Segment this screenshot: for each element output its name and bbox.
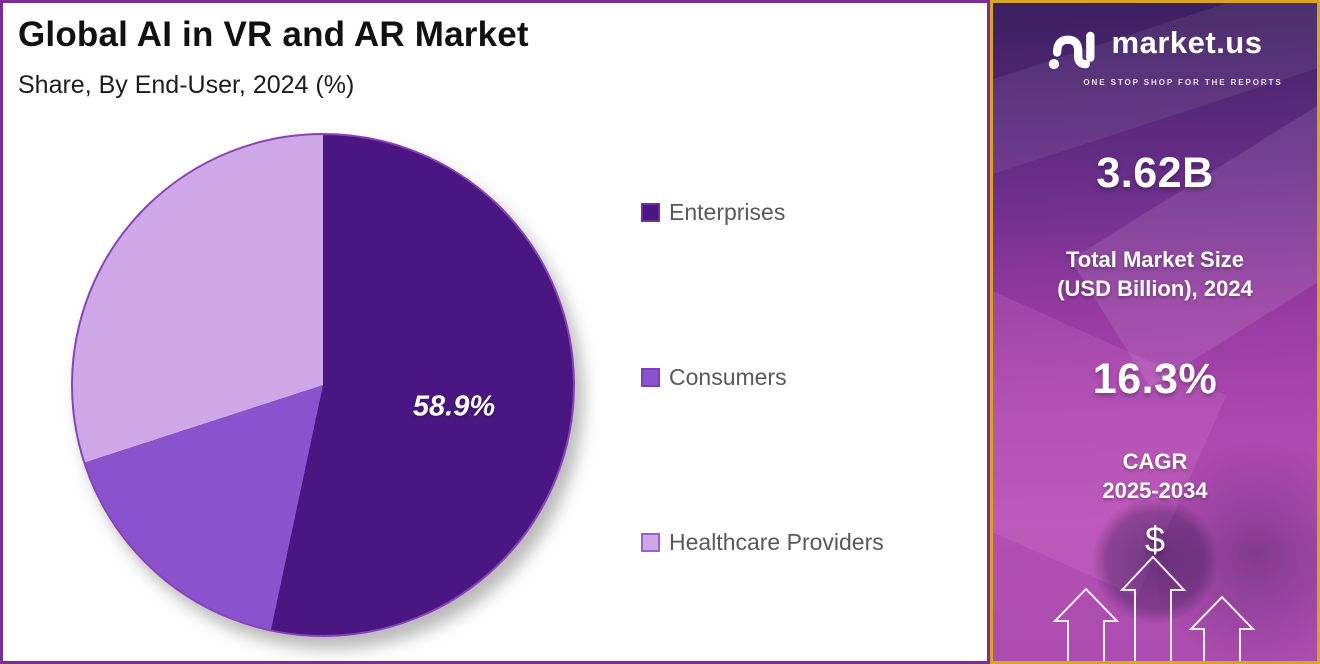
growth-arrows-icon	[1052, 555, 1256, 661]
chart-panel: Global AI in VR and AR Market Share, By …	[0, 0, 990, 664]
cagr-value: 16.3%	[1092, 355, 1218, 403]
pie-chart: 58.9%	[71, 133, 575, 637]
marketus-logo-icon	[1048, 31, 1095, 70]
brand-tagline: ONE STOP SHOP FOR THE REPORTS	[1083, 78, 1283, 87]
page-subtitle: Share, By End-User, 2024 (%)	[18, 71, 355, 99]
cagr-label: CAGR 2025-2034	[993, 447, 1317, 505]
sidebar: market.us ONE STOP SHOP FOR THE REPORTS …	[990, 0, 1320, 664]
legend-swatch	[641, 203, 660, 222]
brand-name: market.us	[1111, 25, 1263, 60]
market-size-label: Total Market Size (USD Billion), 2024	[993, 245, 1317, 303]
legend-item: Healthcare Providers	[641, 529, 884, 556]
market-size-value: 3.62B	[1096, 149, 1214, 197]
market-size-label-line1: Total Market Size	[1065, 247, 1245, 272]
pie-slice-label: 58.9%	[412, 390, 496, 423]
page-title: Global AI in VR and AR Market	[18, 15, 529, 54]
legend-swatch	[641, 533, 660, 552]
legend: Enterprises Consumers Healthcare Provide…	[641, 199, 884, 556]
legend-label: Enterprises	[669, 199, 786, 225]
cagr-label-line1: CAGR	[1122, 449, 1188, 474]
legend-swatch	[641, 368, 660, 387]
legend-item: Consumers	[641, 364, 884, 391]
market-size-label-line2: (USD Billion), 2024	[1057, 276, 1253, 302]
background-blob	[1157, 423, 1317, 661]
legend-label: Healthcare Providers	[669, 529, 884, 555]
background-streak	[1070, 69, 1317, 387]
dollar-icon: $	[1144, 519, 1166, 560]
cagr-label-line2: 2025-2034	[1102, 478, 1208, 504]
legend-item: Enterprises	[641, 199, 884, 226]
legend-label: Consumers	[669, 364, 787, 390]
marketus-logo: market.us ONE STOP SHOP FOR THE REPORTS	[993, 27, 1317, 87]
